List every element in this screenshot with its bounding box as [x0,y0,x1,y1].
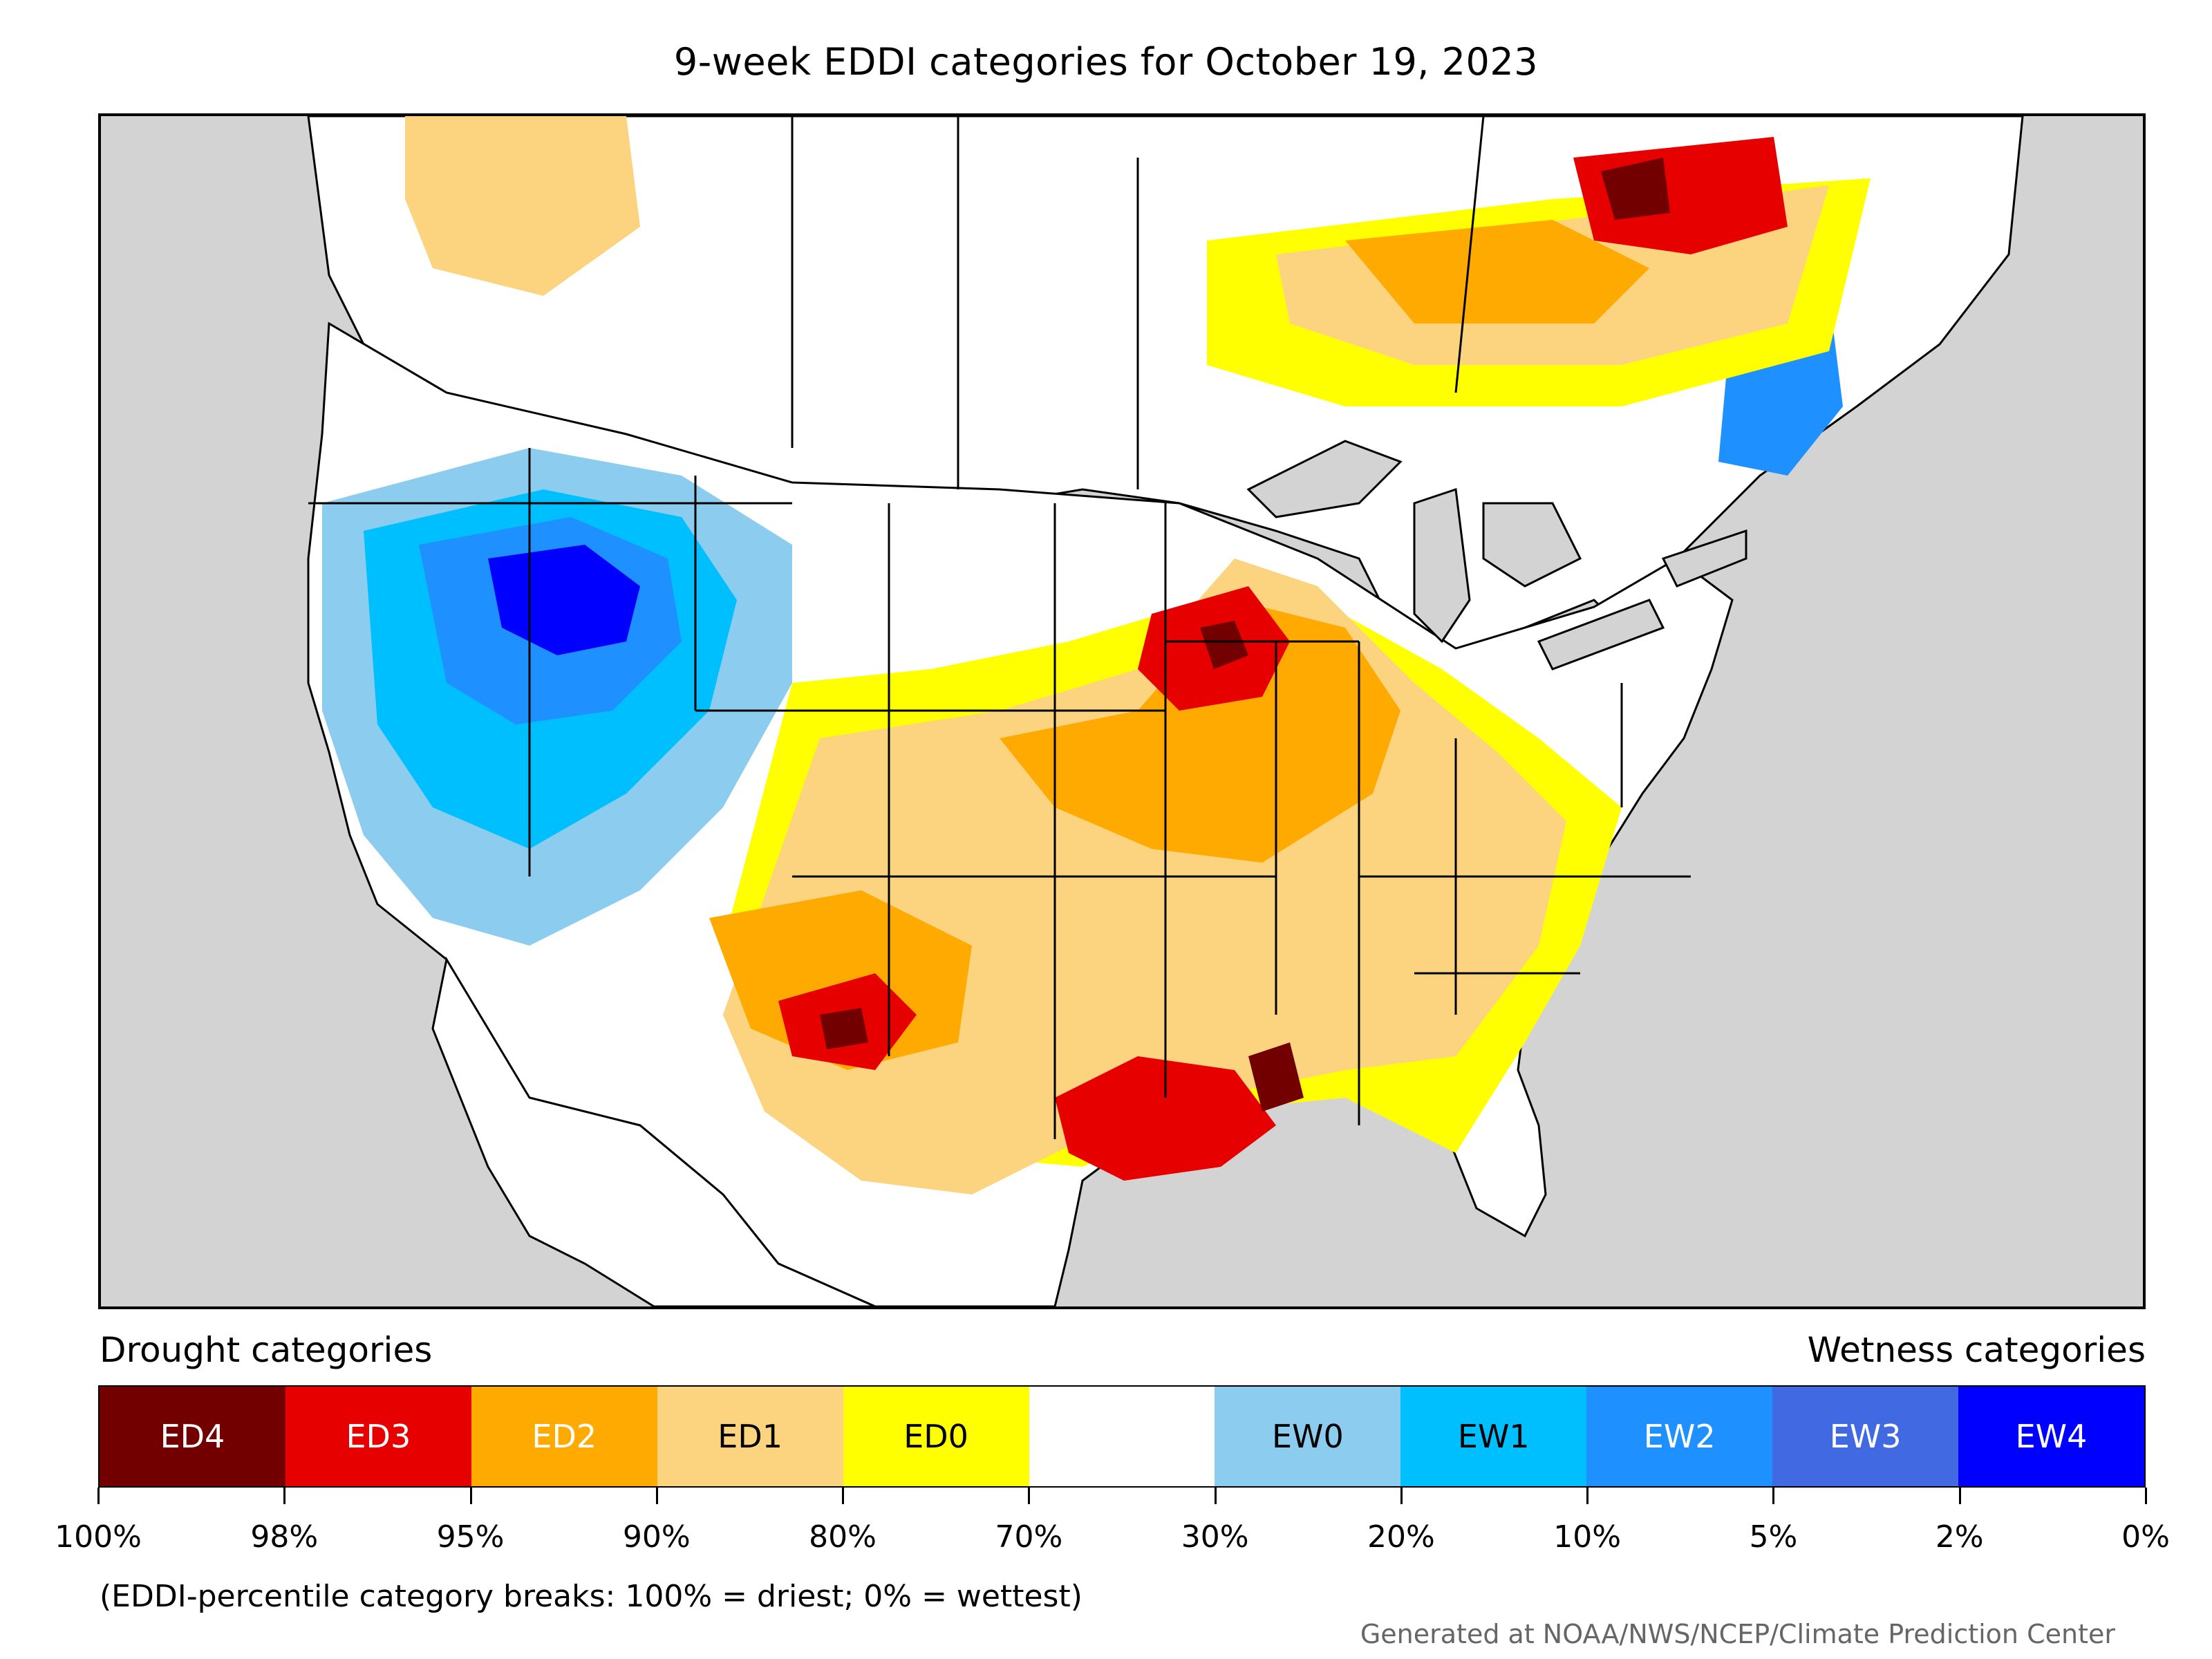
generated-credit: Generated at NOAA/NWS/NCEP/Climate Predi… [1360,1619,2115,1649]
dry-zone-ed3-texas [1055,1056,1276,1181]
colorbar-tick-label: 2% [1935,1519,1984,1555]
colorbar-tick [469,1488,472,1504]
dry-zone-ed4-newmexico [820,1008,868,1049]
great-lakes [1246,440,1747,671]
dry-zone-ed2-canada [1345,220,1649,324]
dry-zone-ed4-louisiana [1248,1042,1304,1112]
dry-zone-ed4 [1200,621,1248,669]
colorbar-tick-label: 20% [1367,1519,1435,1555]
colorbar-tick-label: 70% [995,1519,1063,1555]
colorbar-cell-ed0: ED0 [843,1387,1029,1486]
colorbar-tick-label: 100% [55,1519,142,1555]
colorbar-tick [842,1488,845,1504]
colorbar-tick [655,1488,658,1504]
colorbar-tick-label: 30% [1181,1519,1249,1555]
colorbar-cell-ed2: ED2 [471,1387,657,1486]
category-colorbar: ED4 ED3 ED2 ED1 ED0 EW0 EW1 EW2 EW3 EW4 [98,1385,2146,1488]
land-mexico [431,956,876,1306]
colorbar-cell-ew3: EW3 [1772,1387,1959,1486]
colorbar-cell-normal [1029,1387,1215,1486]
wetness-categories-heading: Wetness categories [1807,1330,2146,1370]
colorbar-tick-label: 98% [250,1519,319,1555]
colorbar-tick [1028,1488,1031,1504]
colorbar-tick [1958,1488,1961,1504]
colorbar-tick [1586,1488,1589,1504]
colorbar-tick [97,1488,100,1504]
dry-zone-ed4-quebec [1601,158,1670,220]
wet-zone-ew4 [488,545,640,655]
political-boundaries [308,116,1691,1139]
colorbar-tick-label: 80% [809,1519,877,1555]
colorbar-tick-label: 95% [436,1519,505,1555]
dry-zone-ed2 [1000,600,1400,863]
colorbar-cell-ew1: EW1 [1400,1387,1587,1486]
map-title: 9-week EDDI categories for October 19, 2… [673,40,1539,84]
colorbar-cell-ew4: EW4 [1958,1387,2144,1486]
colorbar-cell-ed1: ED1 [657,1387,843,1486]
eddi-map [307,116,2024,1306]
drought-categories-heading: Drought categories [100,1330,433,1370]
colorbar-tick-label: 5% [1749,1519,1798,1555]
colorbar-tick [1400,1488,1403,1504]
colorbar-tick [1214,1488,1217,1504]
colorbar-cell-ew2: EW2 [1586,1387,1773,1486]
colorbar-cell-ed4: ED4 [100,1387,285,1486]
colorbar-tick-label: 0% [2121,1519,2170,1555]
colorbar-cell-ed3: ED3 [285,1387,471,1486]
colorbar-tick [2145,1488,2147,1504]
colorbar-tick [1772,1488,1775,1504]
category-breaks-note: (EDDI-percentile category breaks: 100% =… [100,1579,1082,1614]
colorbar-tick-label: 10% [1553,1519,1622,1555]
colorbar-tick-label: 90% [622,1519,691,1555]
colorbar-tick [283,1488,286,1504]
map-panel [98,113,2146,1309]
colorbar-cell-ew0: EW0 [1215,1387,1401,1486]
colorbar-ticks [97,1488,2147,1506]
dry-zone-ed1-northwest [405,116,640,296]
